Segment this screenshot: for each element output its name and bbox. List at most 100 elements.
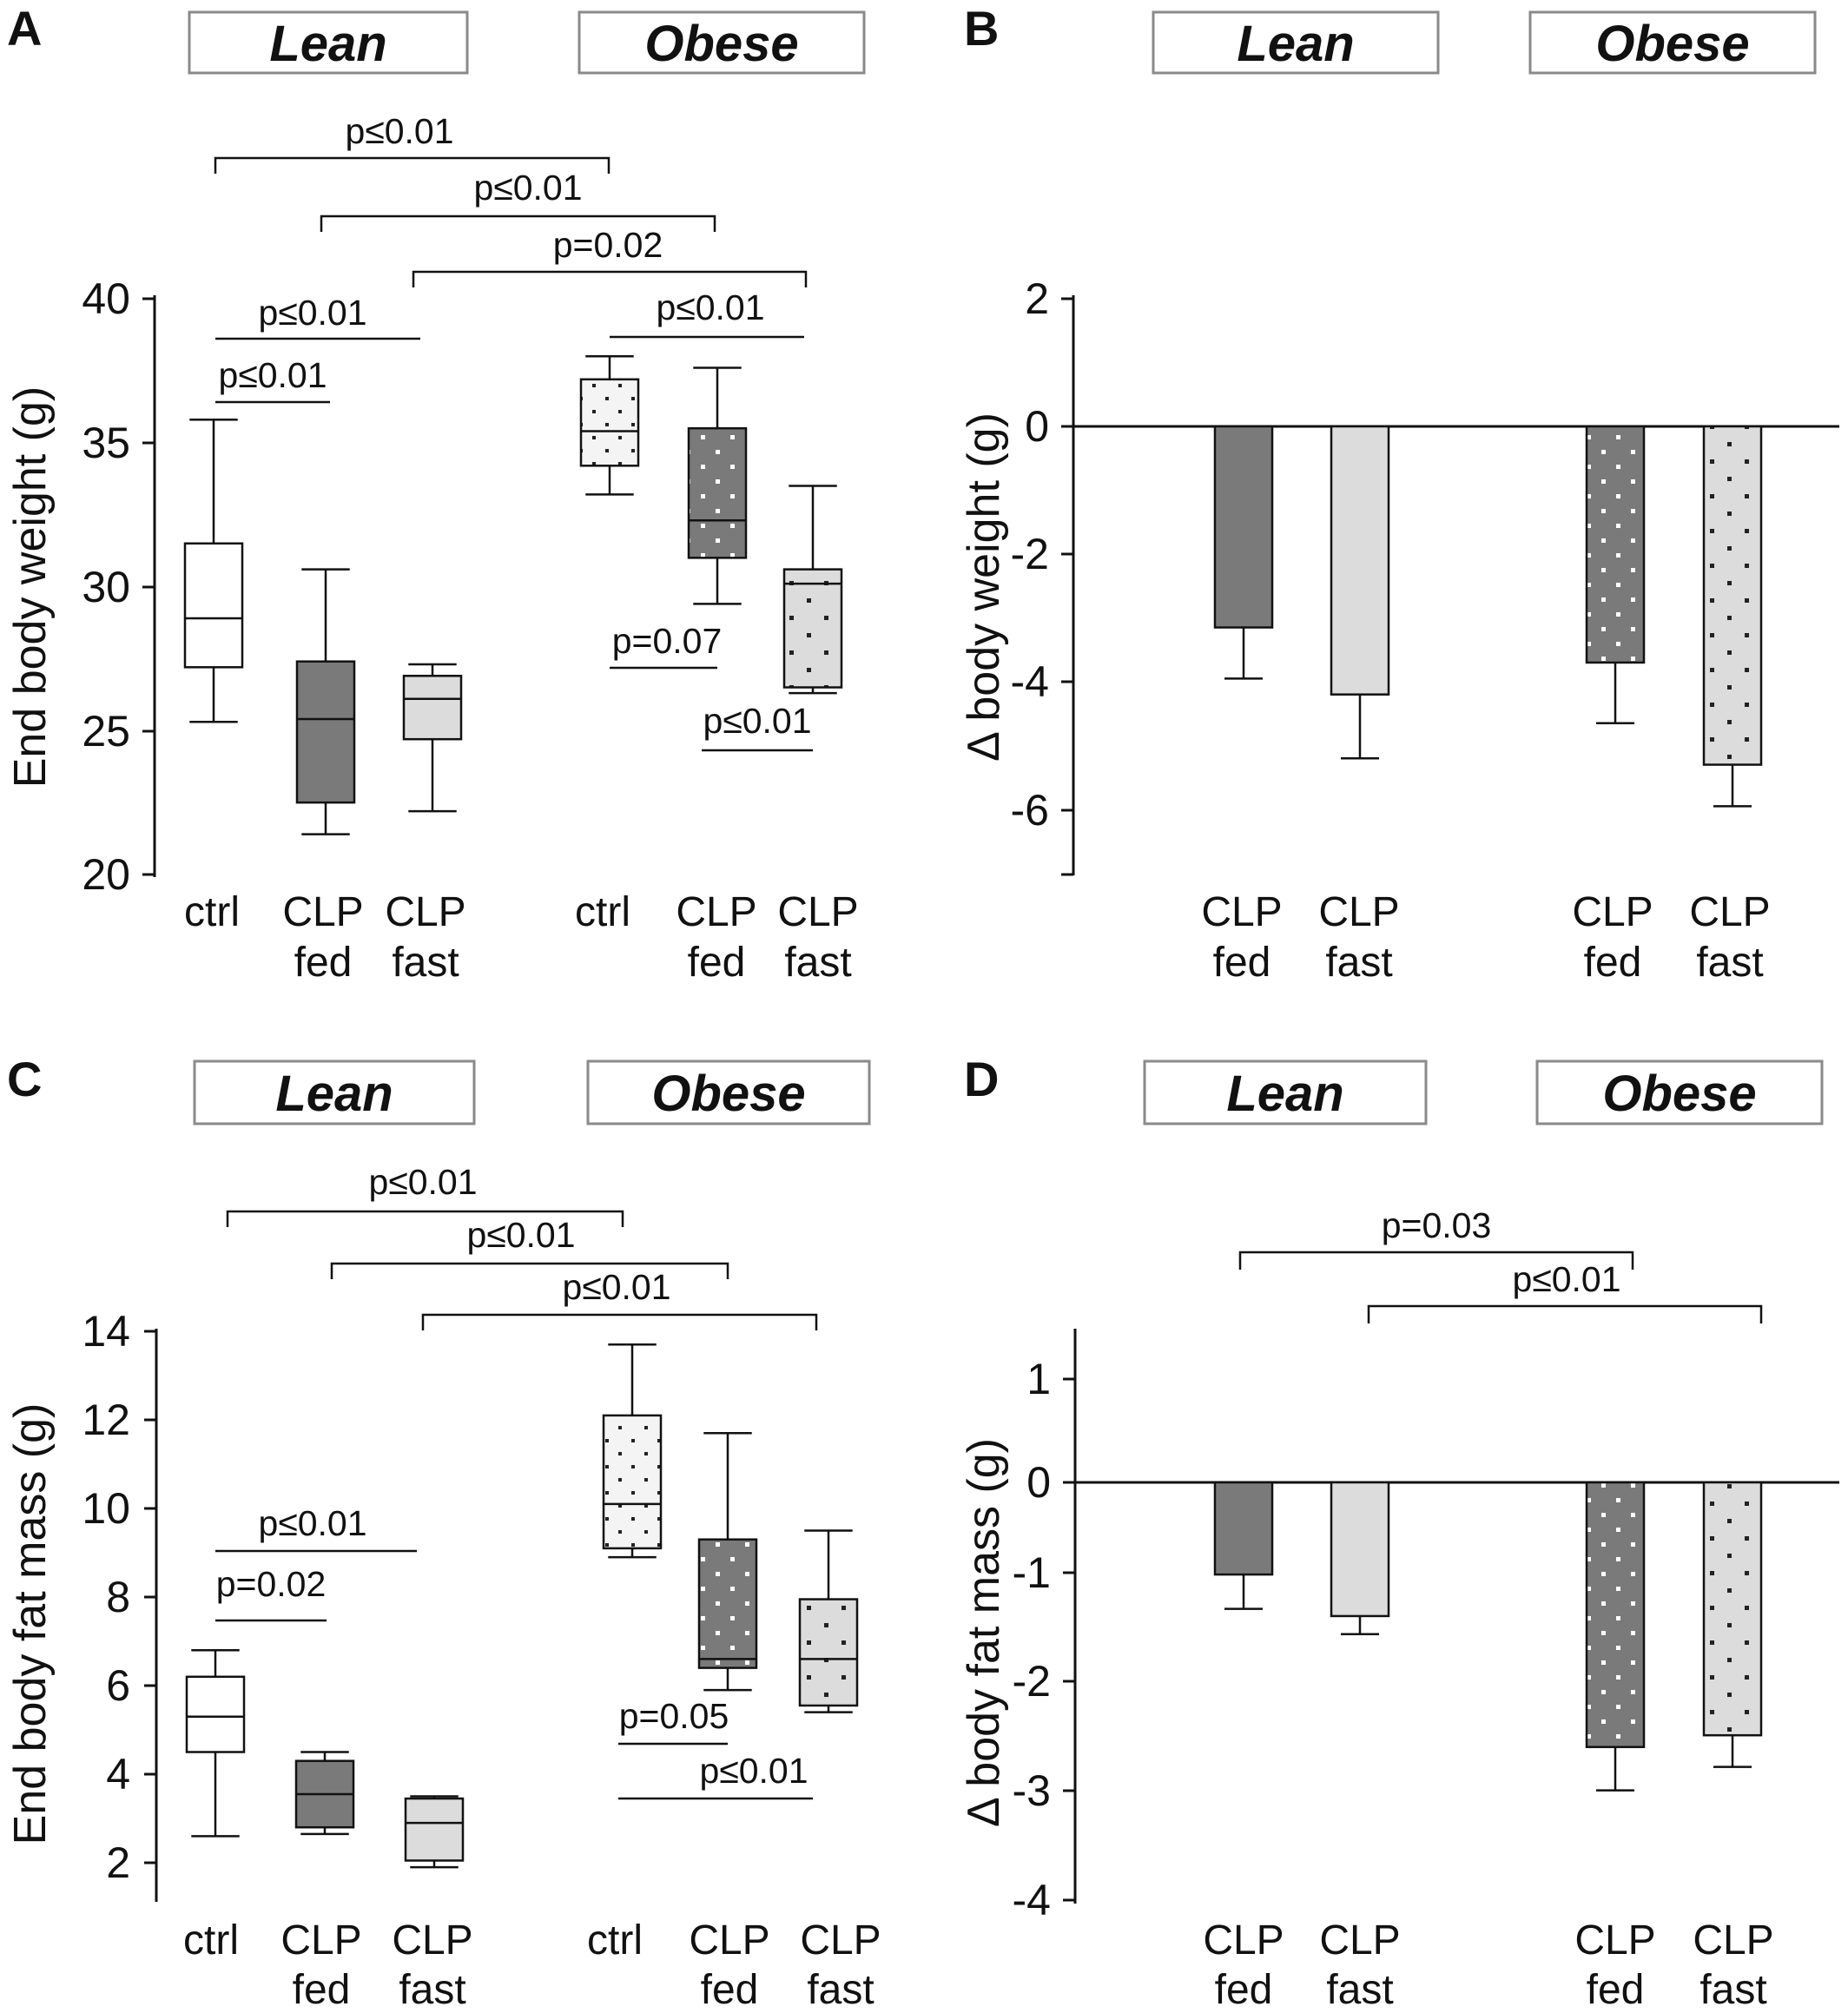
x-category-label: fast: [399, 1967, 465, 2013]
x-category-label: CLP: [1201, 889, 1282, 935]
bar-item: [1585, 1481, 1646, 1792]
bar-outline: [1330, 425, 1390, 696]
box-outline: [183, 542, 244, 669]
panel-a: A Lean Obese 20 25 30 35 40 End body wei…: [5, 1, 866, 986]
box-plot-item: [402, 663, 463, 813]
box-body: [406, 1798, 463, 1861]
p-value-label: p≤0.01: [562, 1267, 670, 1307]
bar-item: [1213, 425, 1274, 680]
bar-outline: [1213, 1481, 1274, 1576]
y-axis-title: End body weight (g): [5, 386, 56, 789]
x-category-label: fast: [784, 940, 851, 986]
y-axis: -4 -3 -2 -1 0 1: [1013, 1329, 1077, 1924]
group-header-box: [188, 10, 469, 75]
x-category-label: fast: [1325, 940, 1392, 986]
x-category-label: fed: [1213, 940, 1271, 986]
p-value-label: p≤0.01: [703, 701, 811, 741]
bar-outline: [1585, 425, 1646, 664]
plot-area: [183, 355, 843, 835]
x-category-label: CLP: [385, 889, 465, 935]
bar-outline: [1702, 425, 1763, 766]
group-header-obese: Obese: [644, 16, 798, 72]
p-value-label: p≤0.01: [1512, 1259, 1620, 1299]
bar-outline: [1702, 1481, 1763, 1737]
bar-item: [1213, 1481, 1274, 1610]
significance-bracket: [1367, 1304, 1763, 1323]
p-value-label: p≤0.01: [258, 1503, 366, 1543]
y-tick-label: -2: [1011, 530, 1049, 578]
bar: [1215, 426, 1272, 628]
group-header-lean: Lean: [1237, 16, 1354, 72]
x-category-label: fast: [392, 940, 459, 986]
significance-annotations: [214, 156, 813, 752]
y-tick-label: 0: [1026, 1458, 1051, 1507]
x-category-label: CLP: [777, 889, 858, 935]
box-body: [297, 661, 354, 803]
panel-letter: D: [964, 1052, 999, 1106]
p-value-label: p≤0.01: [466, 1215, 575, 1255]
plot-area: [1213, 1481, 1763, 1792]
p-value-label: p≤0.01: [699, 1751, 808, 1791]
significance-bracket: [226, 1210, 624, 1227]
p-value-labels: p≤0.01 p≤0.01 p=0.02 p≤0.01 p≤0.01 p≤0.0…: [218, 111, 811, 741]
x-category-label: fed: [1587, 1967, 1645, 2013]
y-tick-label: -2: [1013, 1657, 1051, 1706]
x-category-label: CLP: [1574, 1917, 1655, 1964]
x-category-label: CLP: [392, 1917, 472, 1964]
bar-item: [1702, 425, 1763, 808]
y-tick-label: 2: [1025, 274, 1049, 323]
panel-c: C Lean Obese 2 4 6 8 10 12 14 End body f…: [5, 1052, 881, 2013]
group-header-box: [1528, 10, 1817, 75]
bar-dot-pattern: [1704, 1482, 1761, 1736]
box-outline: [404, 1797, 465, 1862]
p-value-labels: p=0.03 p≤0.01: [1382, 1205, 1621, 1299]
bar-item: [1330, 1481, 1390, 1635]
p-value-label: p=0.07: [612, 621, 723, 661]
x-category-label: CLP: [800, 1917, 881, 1964]
box-plot-item: [782, 485, 843, 695]
group-header-obese: Obese: [1595, 16, 1749, 72]
y-axis-title: Δ body fat mass (g): [959, 1438, 1009, 1827]
box-outline: [185, 1675, 246, 1753]
box-outline: [798, 1598, 859, 1707]
p-value-label: p≤0.01: [368, 1162, 477, 1202]
p-value-label: p≤0.01: [345, 111, 453, 151]
significance-bracket: [320, 214, 716, 232]
box-plot-item: [697, 1432, 758, 1692]
y-tick-label: 25: [82, 707, 130, 756]
x-axis-labels: ctrl CLP fed CLP fast ctrl CLP fed CLP f…: [183, 1917, 881, 2013]
x-category-label: ctrl: [183, 1917, 239, 1964]
box-body: [404, 676, 461, 740]
x-category-label: CLP: [280, 1917, 361, 1964]
p-value-label: p=0.02: [216, 1564, 327, 1604]
x-category-label: CLP: [1572, 889, 1653, 935]
box-dot-pattern: [699, 1539, 756, 1668]
p-value-label: p=0.03: [1382, 1205, 1492, 1245]
y-tick-label: -4: [1013, 1876, 1051, 1924]
significance-annotations: [215, 1210, 818, 1800]
panel-letter: B: [964, 1, 999, 56]
y-axis: 20 25 30 35 40: [82, 274, 156, 899]
x-category-label: fed: [688, 940, 746, 986]
p-value-label: p≤0.01: [258, 293, 366, 333]
y-tick-label: -1: [1013, 1548, 1051, 1597]
bar-dot-pattern: [1704, 426, 1761, 765]
box-dot-pattern: [784, 569, 842, 688]
bar-dot-pattern: [1587, 1482, 1644, 1747]
group-header-box: [586, 1059, 871, 1125]
x-axis-labels: ctrl CLP fed CLP fast ctrl CLP fed CLP f…: [184, 889, 859, 986]
y-axis: 2 4 6 8 10 12 14: [82, 1307, 158, 1902]
panel-letter: C: [7, 1052, 42, 1106]
x-category-label: fed: [1584, 940, 1642, 986]
box-outline: [782, 568, 843, 689]
group-header-lean: Lean: [1226, 1066, 1343, 1122]
significance-bracket: [330, 1262, 729, 1279]
group-header-box: [1535, 1059, 1824, 1125]
box-plot-item: [687, 366, 748, 605]
bar-outline: [1585, 1481, 1646, 1748]
x-category-label: fast: [1326, 1967, 1393, 2013]
group-header-box: [1152, 10, 1440, 75]
y-tick-label: 0: [1025, 402, 1049, 451]
box-plot-item: [183, 418, 244, 723]
